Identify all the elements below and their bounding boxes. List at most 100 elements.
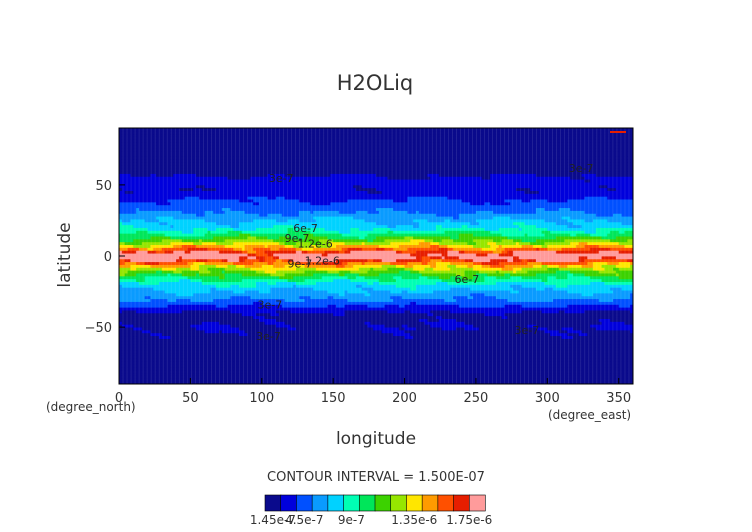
field-cell bbox=[598, 312, 602, 317]
field-cell bbox=[136, 332, 140, 337]
field-cell bbox=[430, 381, 434, 385]
field-cell bbox=[307, 378, 311, 382]
field-cell bbox=[387, 349, 391, 354]
field-cell bbox=[464, 352, 468, 356]
field-cell bbox=[170, 361, 174, 365]
field-cell bbox=[156, 381, 160, 385]
field-cell bbox=[384, 307, 388, 311]
field-cell bbox=[427, 347, 431, 351]
field-cell bbox=[350, 349, 354, 354]
field-cell bbox=[467, 347, 471, 351]
field-cell bbox=[581, 332, 585, 337]
field-cell bbox=[138, 355, 143, 359]
field-cell bbox=[487, 332, 491, 337]
field-cell bbox=[353, 347, 357, 351]
field-cell bbox=[344, 329, 348, 334]
field-cell bbox=[178, 378, 183, 382]
field-cell bbox=[504, 338, 508, 342]
field-cell bbox=[518, 378, 523, 382]
field-cell bbox=[316, 378, 320, 382]
field-cell bbox=[524, 378, 528, 382]
field-cell bbox=[353, 358, 357, 362]
field-cell bbox=[236, 358, 240, 362]
field-cell bbox=[627, 310, 631, 314]
field-cell bbox=[147, 352, 151, 356]
field-cell bbox=[395, 338, 400, 342]
field-cell bbox=[501, 324, 505, 328]
field-cell bbox=[584, 361, 588, 365]
field-cell bbox=[256, 335, 260, 339]
field-cell bbox=[498, 329, 503, 334]
field-cell bbox=[387, 307, 391, 311]
field-cell bbox=[144, 361, 148, 365]
field-cell bbox=[327, 355, 331, 359]
field-cell bbox=[461, 347, 465, 351]
field-cell bbox=[427, 352, 431, 356]
field-cell bbox=[575, 341, 580, 345]
field-cell bbox=[358, 310, 363, 314]
field-cell bbox=[261, 338, 266, 342]
field-cell bbox=[236, 338, 240, 342]
field-cell bbox=[287, 372, 291, 376]
field-cell bbox=[535, 372, 540, 376]
field-cell bbox=[324, 332, 328, 337]
field-cell bbox=[621, 364, 625, 368]
field-cell bbox=[201, 324, 206, 328]
field-cell bbox=[630, 329, 634, 334]
field-cell bbox=[515, 321, 520, 325]
field-cell bbox=[321, 327, 325, 331]
field-cell bbox=[361, 324, 365, 328]
field-cell bbox=[441, 327, 445, 331]
field-cell bbox=[181, 321, 186, 325]
field-cell bbox=[227, 315, 231, 319]
field-cell bbox=[356, 364, 360, 368]
field-cell bbox=[473, 338, 477, 342]
field-cell bbox=[164, 321, 168, 325]
field-cell bbox=[124, 352, 128, 356]
field-cell bbox=[310, 335, 314, 339]
field-cell bbox=[207, 335, 211, 339]
field-cell bbox=[273, 312, 277, 317]
field-cell bbox=[387, 369, 391, 374]
field-cell bbox=[133, 338, 137, 342]
field-cell bbox=[533, 349, 537, 354]
field-cell bbox=[133, 378, 137, 382]
field-cell bbox=[530, 369, 534, 374]
field-cell bbox=[198, 344, 203, 348]
field-cell bbox=[538, 327, 543, 331]
field-cell bbox=[227, 321, 231, 325]
field-cell bbox=[381, 312, 385, 317]
field-cell bbox=[296, 366, 300, 371]
field-cell bbox=[561, 364, 565, 368]
field-cell bbox=[301, 381, 306, 385]
field-cell bbox=[204, 355, 208, 359]
field-cell bbox=[373, 324, 377, 328]
field-cell bbox=[627, 338, 631, 342]
field-cell bbox=[398, 307, 403, 311]
field-cell bbox=[316, 338, 320, 342]
field-cell bbox=[130, 372, 134, 376]
field-cell bbox=[138, 304, 143, 308]
field-cell bbox=[281, 352, 286, 356]
field-cell bbox=[258, 332, 263, 337]
field-cell bbox=[527, 347, 531, 351]
field-cell bbox=[264, 310, 268, 314]
field-cell bbox=[470, 310, 474, 314]
field-cell bbox=[578, 349, 582, 354]
field-cell bbox=[498, 341, 503, 345]
field-cell bbox=[284, 344, 288, 348]
field-cell bbox=[373, 312, 377, 317]
field-cell bbox=[484, 324, 488, 328]
field-cell bbox=[421, 358, 425, 362]
field-cell bbox=[473, 329, 477, 334]
field-cell bbox=[318, 355, 323, 359]
field-cell bbox=[287, 304, 291, 308]
field-cell bbox=[347, 318, 351, 322]
field-cell bbox=[341, 335, 345, 339]
field-cell bbox=[167, 318, 171, 322]
field-cell bbox=[144, 347, 148, 351]
field-cell bbox=[216, 312, 220, 317]
field-cell bbox=[564, 307, 568, 311]
field-cell bbox=[484, 321, 488, 325]
field-cell bbox=[470, 381, 474, 385]
